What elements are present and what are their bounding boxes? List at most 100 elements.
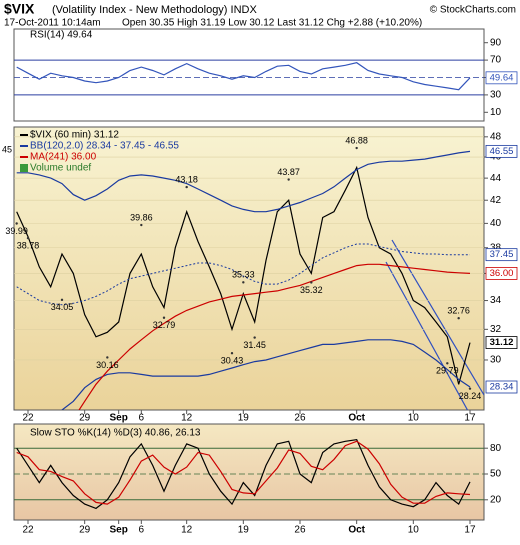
y-tick-label: 70 <box>490 55 502 66</box>
x-tick-label: 29 <box>79 525 91 536</box>
quote: Open 30.35 High 31.19 Low 30.12 Last 31.… <box>122 18 422 29</box>
y-tick-label: 42 <box>490 195 502 206</box>
rsi-panel <box>13 28 485 122</box>
series-line <box>16 438 471 510</box>
y-tick-label: 34 <box>490 295 502 306</box>
legend-label: MA(241) 36.00 <box>30 152 97 163</box>
last-value-box <box>485 267 518 280</box>
y-tick-label: 44 <box>490 173 502 184</box>
last-value-box <box>485 336 518 349</box>
series-line <box>16 243 470 306</box>
annotation-point <box>185 185 188 189</box>
y-tick-label: 48 <box>490 131 502 142</box>
x-tick-label: 19 <box>238 525 250 536</box>
y-tick-label: 30 <box>490 90 502 101</box>
annotation: 28.24 <box>459 391 482 401</box>
left-label: 45 <box>2 144 12 154</box>
annotation: 32.76 <box>447 306 470 316</box>
y-tick-label: 40 <box>490 218 502 229</box>
y-tick-label: 10 <box>490 107 502 118</box>
annotation-point <box>26 236 30 240</box>
annotation: 39.86 <box>130 212 153 222</box>
last-value-label: 31.12 <box>490 337 514 348</box>
x-tick-label: Sep <box>109 413 127 424</box>
date: 17-Oct-2011 10:14am <box>4 18 101 29</box>
last-value-box <box>485 248 518 262</box>
annotation: 35.32 <box>300 285 323 295</box>
last-value-label: 37.45 <box>490 249 514 260</box>
annotation-point <box>242 281 245 284</box>
series-line <box>16 62 471 91</box>
trend-line <box>385 261 469 410</box>
annotation-point <box>355 146 358 150</box>
symbol: $VIX <box>4 1 35 17</box>
y-tick-label: 90 <box>490 37 502 48</box>
last-value-label: 36.00 <box>490 268 514 279</box>
last-value-box <box>485 380 518 394</box>
annotation: 43.87 <box>277 167 300 177</box>
series-line <box>78 263 471 410</box>
legend-label: $VIX (60 min) 31.12 <box>30 130 119 141</box>
x-tick-label: 29 <box>79 413 91 424</box>
annotation-point <box>60 298 64 302</box>
annotation-point <box>140 223 143 227</box>
x-tick-label: 10 <box>408 525 420 536</box>
y-tick-label: 32 <box>490 324 502 335</box>
x-tick-label: 12 <box>181 525 193 536</box>
annotation-point <box>15 222 18 225</box>
annotation-point <box>310 281 313 284</box>
panel-title: RSI(14) 49.64 <box>30 30 93 41</box>
channel <box>385 239 484 410</box>
y-tick-label: 38 <box>490 242 502 253</box>
credit: © StockCharts.com <box>430 5 516 16</box>
x-tick-label: 26 <box>294 525 306 536</box>
annotation: 38.78 <box>17 240 40 250</box>
series-line <box>16 440 471 505</box>
annotation: 35.33 <box>232 270 255 280</box>
series-line <box>16 150 471 213</box>
series-line <box>61 339 471 410</box>
y-tick-label: 50 <box>490 469 502 480</box>
legend-swatch <box>20 164 28 172</box>
last-value-box <box>485 144 518 158</box>
x-tick-label: 26 <box>294 413 306 424</box>
annotation: 32.79 <box>153 320 176 330</box>
annotation-point <box>230 352 234 355</box>
last-value-label: 28.34 <box>490 382 514 393</box>
annotation-point <box>106 356 109 359</box>
panel-title: Slow STO %K(14) %D(3) 40.86, 26.13 <box>30 428 201 439</box>
x-tick-label: Oct <box>348 525 365 536</box>
x-tick-label: 6 <box>139 525 145 536</box>
annotation: 34.05 <box>51 302 74 312</box>
x-tick-label: 17 <box>464 413 476 424</box>
last-value-label: 49.64 <box>490 72 514 83</box>
annotation: 31.45 <box>243 340 266 350</box>
annotation: 29.79 <box>436 366 459 376</box>
annotation-point <box>287 178 290 181</box>
annotation-point <box>253 336 256 339</box>
annotation: 46.88 <box>345 135 368 145</box>
y-tick-label: 20 <box>490 494 502 505</box>
x-tick-label: 10 <box>408 413 420 424</box>
last-value-label: 46.55 <box>490 146 514 157</box>
annotation: 30.16 <box>96 360 119 370</box>
trend-line <box>391 239 484 396</box>
series-line <box>16 165 471 385</box>
annotation-point <box>446 362 449 365</box>
annotation: 30.43 <box>221 356 244 366</box>
x-tick-label: Sep <box>109 525 127 536</box>
x-tick-label: 22 <box>22 525 34 536</box>
x-tick-label: 19 <box>238 413 250 424</box>
annotation: 43.18 <box>175 174 198 184</box>
legend-label: BB(120,2.0) 28.34 - 37.45 - 46.55 <box>30 141 179 152</box>
legend-label: Volume undef <box>30 163 91 174</box>
annotation-point <box>457 316 460 320</box>
security-name: (Volatility Index - New Methodology) IND… <box>52 4 257 16</box>
x-tick-label: 6 <box>139 413 145 424</box>
x-tick-label: 17 <box>464 525 476 536</box>
last-value-box <box>485 71 518 85</box>
annotation-point <box>468 387 472 390</box>
stoch-panel <box>13 423 485 521</box>
